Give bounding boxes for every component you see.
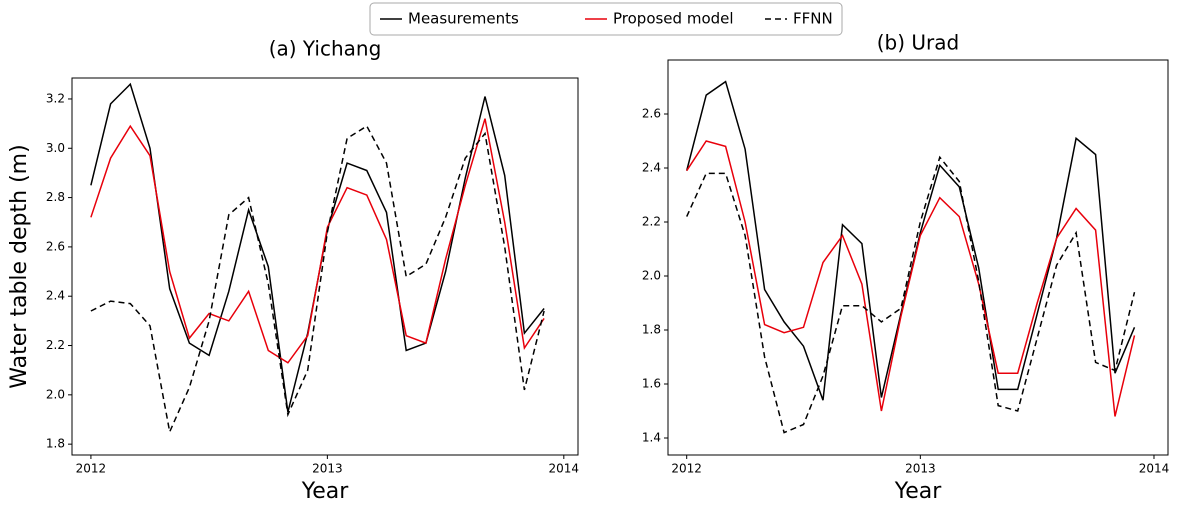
y-tick-label: 2.2 xyxy=(642,214,661,228)
y-tick-label: 2.6 xyxy=(642,106,661,120)
x-tick-label: 2014 xyxy=(549,462,580,476)
x-tick-label: 2012 xyxy=(671,462,702,476)
y-tick-label: 1.8 xyxy=(642,322,661,336)
x-tick-label: 2013 xyxy=(905,462,936,476)
series-line xyxy=(686,155,1136,434)
y-axis-label: Water table depth (m) xyxy=(7,144,32,388)
y-tick-label: 1.8 xyxy=(46,437,65,451)
y-tick-label: 2.2 xyxy=(46,338,65,352)
plot-frame xyxy=(667,59,1169,456)
legend-label: Measurements xyxy=(408,10,519,28)
x-axis-label: Year xyxy=(301,479,350,504)
legend-label: Proposed model xyxy=(613,10,734,28)
x-tick-label: 2013 xyxy=(312,462,343,476)
y-tick-label: 2.0 xyxy=(642,268,661,282)
y-tick-label: 3.2 xyxy=(46,91,65,105)
y-tick-label: 2.4 xyxy=(642,160,661,174)
legend-label: FFNN xyxy=(793,10,833,28)
series-line xyxy=(90,82,545,413)
y-tick-label: 2.8 xyxy=(46,190,65,204)
series-line xyxy=(686,140,1136,417)
y-tick-label: 2.4 xyxy=(46,289,65,303)
series-line xyxy=(90,118,545,364)
chart-title: (b) Urad xyxy=(877,31,959,55)
y-tick-label: 3.0 xyxy=(46,141,65,155)
x-axis-label: Year xyxy=(894,479,943,504)
y-tick-label: 2.6 xyxy=(46,239,65,253)
x-tick-label: 2014 xyxy=(1139,462,1170,476)
series-line xyxy=(685,80,1136,401)
x-tick-label: 2012 xyxy=(76,462,107,476)
y-tick-label: 1.4 xyxy=(642,430,661,444)
plot-frame xyxy=(71,77,579,456)
series-line xyxy=(90,125,545,435)
chart-title: (a) Yichang xyxy=(269,37,382,61)
y-tick-label: 2.0 xyxy=(46,387,65,401)
y-tick-label: 1.6 xyxy=(642,376,661,390)
